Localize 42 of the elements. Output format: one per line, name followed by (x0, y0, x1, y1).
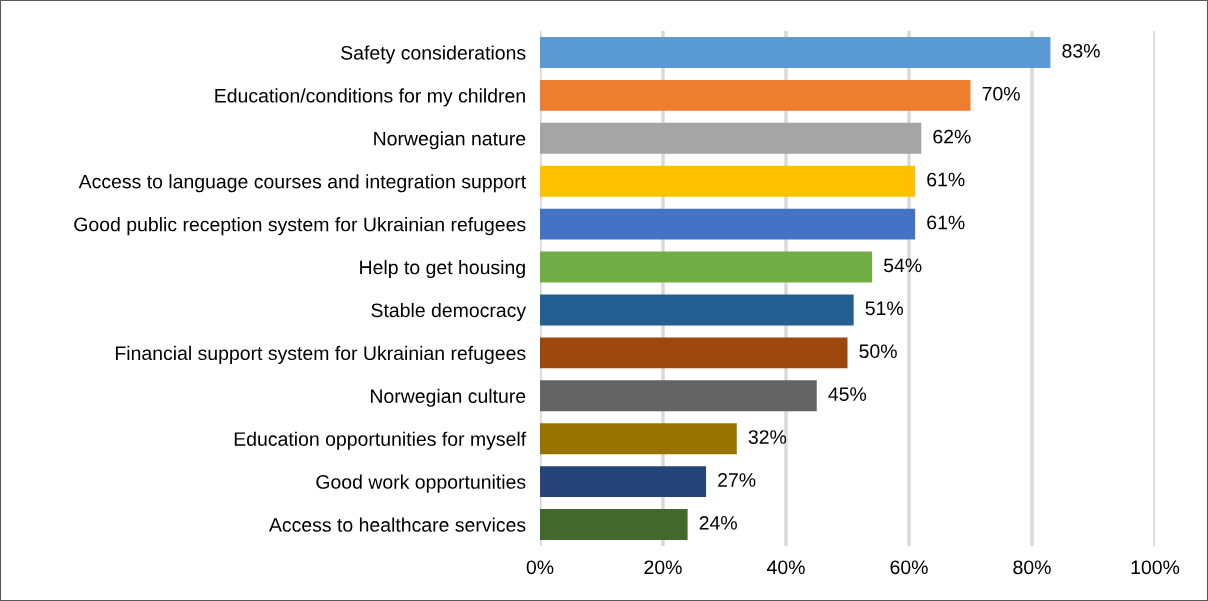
x-tick-label: 40% (766, 560, 805, 575)
y-tick-label: Access to healthcare services (268, 517, 526, 532)
y-tick-label: Education opportunities for myself (234, 431, 527, 450)
bar (540, 294, 854, 326)
x-tick-label: 60% (890, 560, 928, 575)
data-label: 83% (1062, 43, 1100, 58)
data-label: 61% (927, 215, 965, 230)
bar (540, 208, 916, 240)
data-label: 32% (748, 430, 787, 444)
bar (540, 165, 916, 197)
data-label: 27% (718, 473, 756, 487)
bar (540, 509, 688, 540)
y-tick-label: Norwegian nature (374, 131, 526, 150)
x-tick-label: 20% (644, 560, 682, 575)
x-tick-label: 80% (1013, 560, 1051, 575)
bar (540, 122, 922, 154)
bar (540, 466, 707, 498)
bar (540, 79, 971, 111)
bar (540, 337, 848, 369)
data-label: 24% (699, 515, 737, 530)
data-label: 61% (927, 172, 965, 187)
data-label: 51% (865, 301, 903, 316)
y-tick-label: Norwegian culture (371, 388, 526, 407)
data-label: 50% (859, 344, 897, 359)
data-label: 62% (933, 129, 971, 144)
y-tick-label: Access to language courses and integration support (78, 174, 526, 193)
y-tick-label: Good public reception system for Ukrainian refugees (74, 217, 526, 236)
x-tick-label: 100% (1131, 560, 1180, 575)
bar (540, 380, 817, 412)
bar (540, 251, 873, 283)
y-tick-label: Help to get housing (360, 260, 525, 279)
y-tick-label: Education/conditions for my children (215, 88, 525, 107)
bar (540, 37, 1051, 68)
y-tick-label: Financial support system for Ukrainian refugees (115, 345, 526, 364)
bar (540, 423, 737, 455)
data-label: 54% (883, 258, 922, 273)
y-tick-label: Safety considerations (341, 45, 526, 64)
data-label: 45% (828, 387, 867, 402)
data-label: 70% (982, 86, 1020, 101)
y-tick-label: Stable democracy (371, 302, 527, 322)
x-tick-label: 0% (526, 560, 554, 575)
y-tick-label: Good work opportunities (316, 474, 526, 493)
